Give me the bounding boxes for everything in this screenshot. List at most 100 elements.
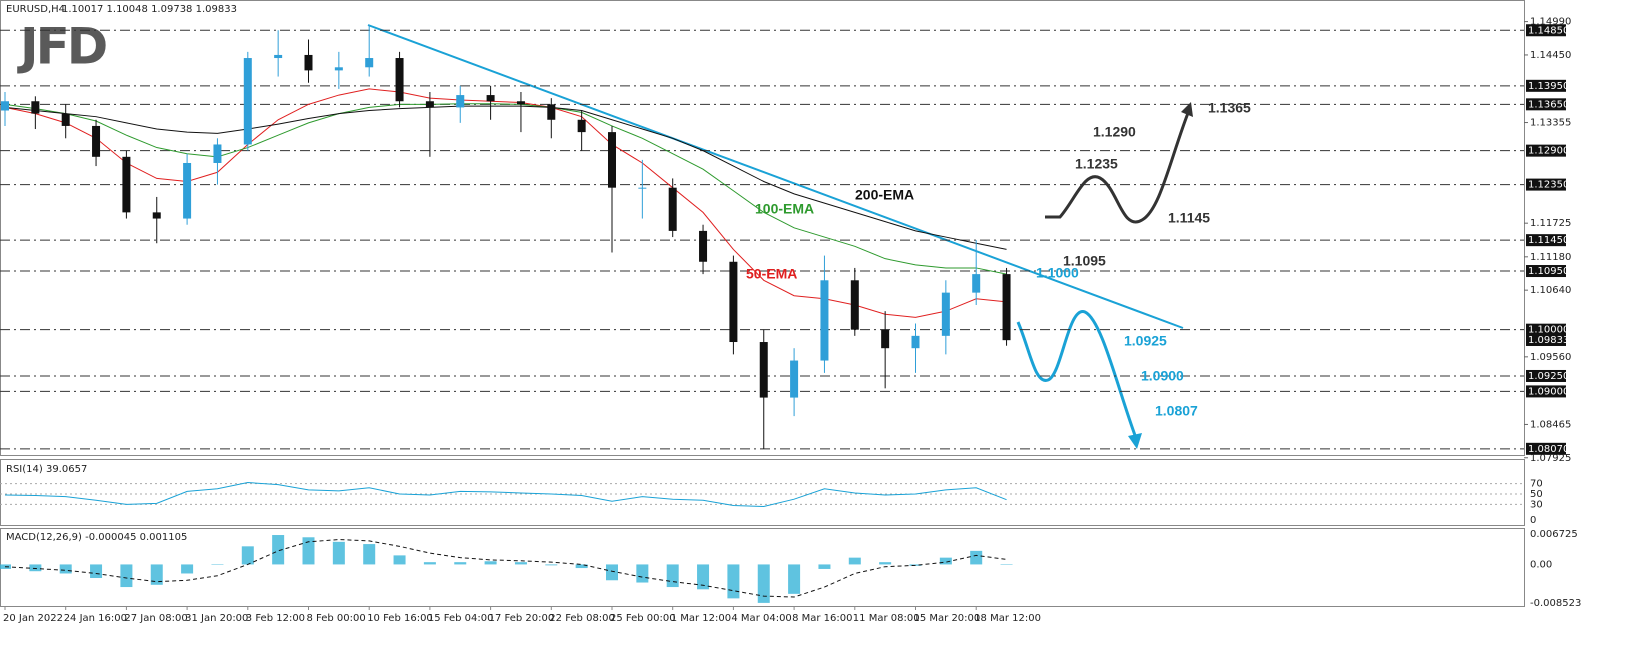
macd-bar [727,564,740,599]
annotation: 100-EMA [755,201,814,217]
annotation: 200-EMA [855,187,914,203]
x-tick-label: 3 Feb 12:00 [246,613,305,624]
y-tick-label: 1.11725 [1530,218,1571,229]
current-price-box [1526,333,1566,346]
candle-body [638,187,647,189]
level-label: 1.12900 [1528,146,1569,157]
logo: JFD [17,18,106,76]
candle-body [881,329,890,349]
level-box [1526,385,1566,398]
candle-body [152,212,161,219]
macd-bar [848,557,861,565]
level-label: 1.09000 [1528,386,1569,397]
macd-bar [545,564,558,566]
ema-line [4,105,1007,250]
level-label: 1.08070 [1528,444,1569,455]
macd-bar [302,537,315,565]
macd-title: MACD(12,26,9) -0.000045 0.001105 [6,532,187,543]
macd-bar [666,564,679,588]
candle-body [1,101,9,111]
y-tick-label: 1.11180 [1530,252,1571,263]
x-tick-label: 25 Feb 00:00 [610,613,676,624]
macd-bar [788,564,801,594]
y-tick-label: 1.07925 [1530,453,1571,464]
y-tick-label: 1.10640 [1530,285,1571,296]
x-tick-label: 18 Mar 12:00 [974,613,1041,624]
level-label: 1.14850 [1528,25,1569,36]
annotation: 1.0900 [1141,368,1184,384]
price-panel [0,0,1525,456]
macd-bar [241,546,254,565]
candle-body [547,104,556,120]
level-box [1526,323,1566,336]
trend-line [367,24,1184,329]
level-box [1526,442,1566,455]
macd-bar [150,564,163,585]
ohlc: 1.10017 1.10048 1.09738 1.09833 [62,4,237,15]
macd-bar [484,561,497,565]
candle-body [122,156,131,213]
macd-bar [970,550,983,565]
bullish-path [1045,112,1190,224]
macd-bar [393,555,406,565]
x-tick-label: 20 Jan 2022 [3,613,63,624]
macd-bar [90,564,103,579]
annotation: 1.1235 [1075,156,1118,172]
macd-bar [59,564,72,574]
annotation: 50-EMA [746,266,797,282]
x-tick-label: 8 Feb 00:00 [307,613,366,624]
arrow-head [1128,433,1142,449]
x-tick-label: 4 Mar 04:00 [731,613,791,624]
macd-bar [423,562,436,565]
candle-body [213,144,222,163]
macd-bar [575,564,588,569]
rsi-title: RSI(14) 39.0657 [6,464,87,475]
y-tick-label: 1.14990 [1530,17,1571,28]
level-box [1526,98,1566,111]
macd-bar [363,544,376,565]
candle-body [456,95,465,108]
x-tick-label: 11 Mar 08:00 [853,613,920,624]
macd-bar [211,564,224,565]
candle-body [699,230,708,262]
candle-body [274,54,283,59]
arrow-head [1181,102,1193,117]
candle-body [911,335,920,349]
y-tick-label: 0.00 [1530,559,1552,570]
candle-body [850,280,859,330]
candle-body [395,58,404,102]
level-label: 1.12350 [1528,180,1569,191]
x-tick-label: 15 Mar 20:00 [914,613,981,624]
level-box [1526,178,1566,191]
signal-line [4,539,1007,598]
current-price-label: 1.09833 [1528,335,1569,346]
ema-line [4,88,1007,318]
macd-bar [757,564,770,603]
macd-bar [29,564,42,572]
candle-body [61,113,70,126]
y-tick-label: 1.14450 [1530,50,1571,61]
level-box [1526,369,1566,382]
y-tick-label: 70 [1530,479,1543,490]
level-label: 1.10000 [1528,325,1569,336]
level-label: 1.13950 [1528,81,1569,92]
annotation: 1.1000 [1036,265,1079,281]
macd-bar [1000,564,1013,565]
level-box [1526,24,1566,37]
x-tick-label: 8 Mar 16:00 [792,613,852,624]
macd-bar [514,562,527,565]
candle-body [608,132,616,188]
macd-bar [120,564,133,588]
candle-body [941,292,950,336]
macd-bar [879,562,892,565]
candle-body [92,125,101,157]
annotation: 1.0807 [1155,403,1198,419]
candle-body [729,261,738,343]
x-tick-label: 27 Jan 08:00 [124,613,187,624]
candle-body [334,67,343,71]
macd-bar [939,557,952,565]
candle-body [31,101,40,114]
y-tick-label: 1.13355 [1530,118,1571,129]
y-tick-label: 30 [1530,499,1543,510]
